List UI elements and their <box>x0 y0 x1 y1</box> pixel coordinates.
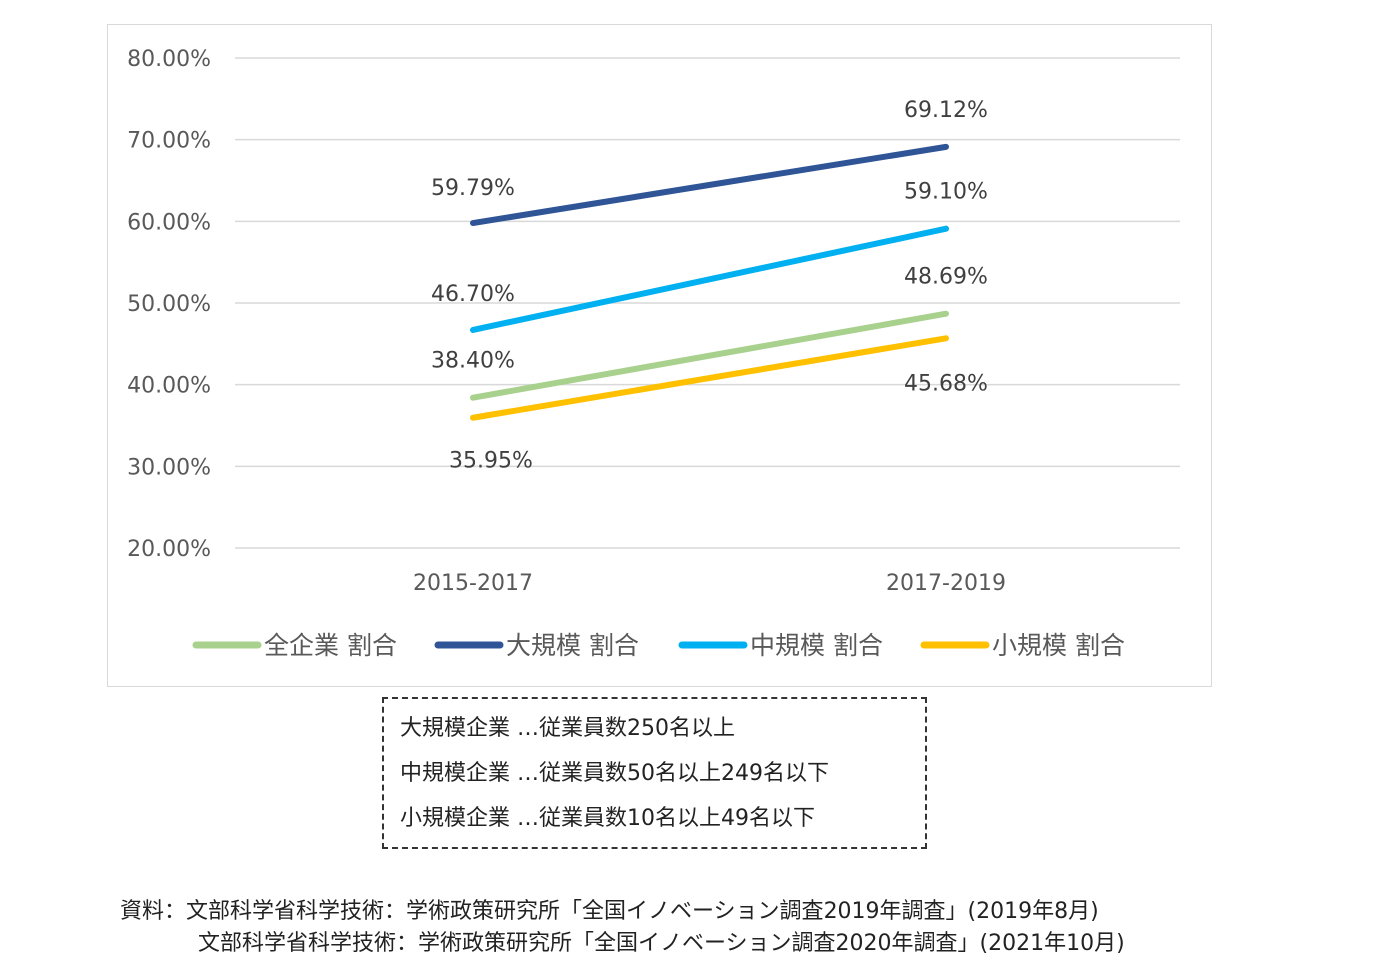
data-label: 45.68% <box>904 371 988 396</box>
gridlines <box>235 57 1180 549</box>
line-chart: 20.00% 30.00% 40.00% 50.00% 60.00% 70.00% 80.0… <box>127 47 1180 660</box>
source-line-1: 資料：文部科学省科学技術：学術政策研究所「全国イノベーション調査2019年調査」… <box>120 899 1099 924</box>
data-label: 59.79% <box>431 176 515 201</box>
source-line-2: 文部科学省科学技術：学術政策研究所「全国イノベーション調査2020年調査」(20… <box>198 931 1125 956</box>
x-tick-label: 2015-2017 <box>413 571 533 596</box>
legend-label: 大規模 割合 <box>506 631 639 660</box>
y-tick-label: 20.00% <box>127 537 211 562</box>
chart-frame: 20.00% 30.00% 40.00% 50.00% 60.00% 70.00% 80.0… <box>107 24 1212 687</box>
note-line-medium: 中規模企業 …従業員数50名以上249名以下 <box>400 761 829 786</box>
y-tick-label: 60.00% <box>127 210 211 235</box>
series-line <box>470 225 949 333</box>
y-tick-label: 50.00% <box>127 292 211 317</box>
legend-label: 小規模 割合 <box>992 631 1125 660</box>
y-tick-label: 70.00% <box>127 129 211 154</box>
data-labels: 38.40% 48.69% 59.79% 69.12% 46.70% 59.10% 35.9… <box>431 98 988 474</box>
legend-label: 中規模 割合 <box>750 631 883 660</box>
legend: 全企業 割合 大規模 割合 中規模 割合 小規模 割合 <box>192 631 1125 660</box>
x-axis-ticks: 2015-2017 2017-2019 <box>413 571 1006 596</box>
legend-label: 全企業 割合 <box>264 631 397 660</box>
size-definition-note: 大規模企業 …従業員数250名以上 中規模企業 …従業員数50名以上249名以下… <box>382 697 927 849</box>
y-tick-label: 80.00% <box>127 47 211 72</box>
series-line <box>470 335 949 421</box>
series-line <box>470 310 949 401</box>
y-axis-ticks: 20.00% 30.00% 40.00% 50.00% 60.00% 70.00% 80.0… <box>127 47 211 562</box>
series-line <box>470 143 949 227</box>
data-label: 69.12% <box>904 98 988 123</box>
x-tick-label: 2017-2019 <box>886 571 1006 596</box>
y-tick-label: 30.00% <box>127 455 211 480</box>
source-citation: 資料：文部科学省科学技術：学術政策研究所「全国イノベーション調査2019年調査」… <box>120 896 1125 960</box>
data-label: 38.40% <box>431 349 515 374</box>
y-tick-label: 40.00% <box>127 374 211 399</box>
data-label: 48.69% <box>904 265 988 290</box>
series-lines <box>470 143 949 421</box>
data-label: 59.10% <box>904 180 988 205</box>
data-label: 35.95% <box>449 449 533 474</box>
data-label: 46.70% <box>431 282 515 307</box>
note-line-large: 大規模企業 …従業員数250名以上 <box>400 716 735 741</box>
note-line-small: 小規模企業 …従業員数10名以上49名以下 <box>400 806 815 831</box>
